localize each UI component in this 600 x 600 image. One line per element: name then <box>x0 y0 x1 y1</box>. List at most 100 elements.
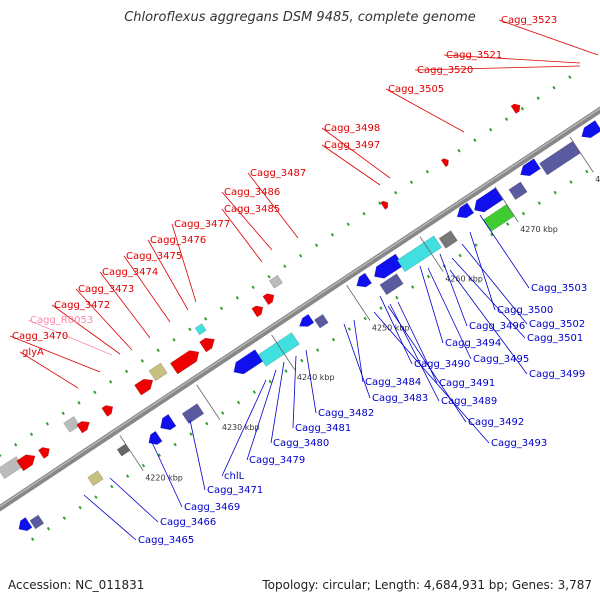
ruler-tick-label: 4280 kbp <box>595 175 600 184</box>
gene-label-top[interactable]: Cagg_3523 <box>501 15 557 26</box>
gene-label-bottom[interactable]: Cagg_3500 <box>497 305 553 316</box>
ruler-tick-label: 4270 kbp <box>520 225 558 234</box>
gene-label-bottom-leader <box>439 253 468 327</box>
gene-label-top[interactable]: Cagg_3472 <box>54 300 110 311</box>
gene-label-bottom[interactable]: Cagg_3483 <box>372 393 428 404</box>
gene-label-bottom[interactable]: Cagg_3481 <box>295 423 351 434</box>
gene-label-bottom[interactable]: Cagg_3489 <box>441 396 497 407</box>
gene-label-top[interactable]: Cagg_3476 <box>150 235 206 246</box>
gene-feature-upper[interactable] <box>76 418 93 434</box>
gene-label-bottom[interactable]: Cagg_3490 <box>414 359 470 370</box>
gene-feature-upper[interactable] <box>148 362 168 382</box>
gene-label-top[interactable]: Cagg_3475 <box>126 251 182 262</box>
gene-label-top[interactable]: Cagg_3520 <box>417 65 473 76</box>
dotted-track-upper-dot <box>378 201 382 206</box>
gene-feature-lower[interactable] <box>297 313 315 330</box>
gene-label-bottom[interactable]: Cagg_3493 <box>491 438 547 449</box>
gene-feature-lower[interactable] <box>353 272 372 291</box>
gene-feature-lower[interactable] <box>508 181 528 201</box>
gene-label-bottom[interactable]: Cagg_3501 <box>527 333 583 344</box>
gene-feature-lower[interactable] <box>438 230 458 249</box>
gene-label-bottom-leader <box>389 303 440 402</box>
dotted-track-lower-dot <box>569 180 573 184</box>
gene-feature-lower[interactable] <box>517 158 541 180</box>
gene-feature-upper[interactable] <box>16 451 39 472</box>
gene-feature-lower[interactable] <box>471 187 504 216</box>
gene-label-bottom[interactable]: Cagg_3484 <box>365 377 421 388</box>
gene-feature-lower[interactable] <box>314 313 329 329</box>
gene-label-bottom-leader <box>479 214 530 289</box>
gene-feature-lower[interactable] <box>157 414 177 433</box>
gene-label-bottom-leader <box>343 323 371 399</box>
gene-feature-upper[interactable] <box>134 375 157 396</box>
gene-label-top[interactable]: Cagg_3486 <box>224 187 280 198</box>
gene-feature-upper[interactable] <box>194 323 207 336</box>
gene-feature-lower[interactable] <box>29 514 45 530</box>
gene-label-top[interactable]: Cagg_3498 <box>324 123 380 134</box>
gene-label-top[interactable]: Cagg_3470 <box>12 331 68 342</box>
dotted-track-lower-dot <box>157 453 161 457</box>
gene-label-bottom-leader <box>83 494 137 541</box>
dotted-track-upper-dot <box>409 180 414 185</box>
gene-feature-upper[interactable] <box>268 274 283 289</box>
gene-label-bottom[interactable]: Cagg_3479 <box>249 455 305 466</box>
gene-feature-upper[interactable] <box>38 445 52 459</box>
gene-label-bottom[interactable]: Cagg_3466 <box>160 517 216 528</box>
gene-feature-lower[interactable] <box>454 202 475 222</box>
gene-feature-upper[interactable] <box>199 334 218 353</box>
gene-label-bottom[interactable]: Cagg_3499 <box>529 369 585 380</box>
gene-label-bottom-leader <box>469 231 496 311</box>
gene-feature-lower[interactable] <box>181 403 205 424</box>
gene-feature-upper[interactable] <box>251 303 266 318</box>
gene-feature-lower[interactable] <box>87 470 104 487</box>
gene-feature-lower[interactable] <box>396 235 442 273</box>
gene-label-bottom[interactable]: Cagg_3494 <box>445 338 501 349</box>
dotted-track-lower-dot <box>410 285 415 289</box>
gene-feature-lower[interactable] <box>15 517 33 534</box>
gene-label-bottom[interactable]: Cagg_3471 <box>207 485 263 496</box>
gene-feature-upper[interactable] <box>101 403 116 417</box>
gene-label-top[interactable]: Cagg_R0053 <box>30 315 93 326</box>
gene-label-bottom[interactable]: Cagg_3503 <box>531 283 587 294</box>
gene-label-bottom-leader <box>292 355 297 429</box>
gene-label-bottom[interactable]: chlL <box>224 471 245 482</box>
dotted-track-lower-dot <box>220 411 225 415</box>
gene-label-bottom[interactable]: Cagg_3502 <box>529 319 585 330</box>
dotted-track-lower-dot <box>363 316 367 321</box>
genome-title: Chloroflexus aggregans DSM 9485, complet… <box>124 10 476 25</box>
gene-label-bottom[interactable]: Cagg_3492 <box>468 417 524 428</box>
dotted-track-lower-dot <box>141 463 146 468</box>
dotted-track-lower-dot <box>62 516 66 520</box>
gene-feature-upper[interactable] <box>170 347 202 375</box>
gene-label-bottom[interactable]: Cagg_3465 <box>138 535 194 546</box>
gene-label-bottom[interactable]: Cagg_3495 <box>473 354 529 365</box>
gene-feature-upper[interactable] <box>262 291 277 306</box>
gene-label-bottom[interactable]: Cagg_3482 <box>318 408 374 419</box>
gene-label-top-leader <box>321 144 381 186</box>
gene-feature-upper[interactable] <box>510 102 523 114</box>
gene-label-top[interactable]: Cagg_3487 <box>250 168 306 179</box>
gene-label-top[interactable]: Cagg_3477 <box>174 219 230 230</box>
gene-feature-lower[interactable] <box>379 273 404 296</box>
gene-label-top[interactable]: Cagg_3473 <box>78 284 134 295</box>
gene-label-bottom[interactable]: Cagg_3469 <box>184 502 240 513</box>
gene-label-top[interactable]: glyA <box>22 347 44 358</box>
gene-feature-lower[interactable] <box>145 430 163 448</box>
gene-feature-lower[interactable] <box>230 349 264 378</box>
dotted-track-upper-dot <box>61 411 65 416</box>
gene-label-top[interactable]: Cagg_3521 <box>446 50 502 61</box>
gene-feature-upper[interactable] <box>440 157 450 168</box>
gene-feature-lower[interactable] <box>371 253 404 282</box>
gene-feature-lower[interactable] <box>257 332 300 367</box>
gene-feature-lower[interactable] <box>116 443 131 457</box>
gene-feature-upper[interactable] <box>380 199 390 210</box>
dotted-track-lower-dot <box>284 369 288 373</box>
gene-label-bottom[interactable]: Cagg_3480 <box>273 438 329 449</box>
gene-label-top[interactable]: Cagg_3505 <box>388 84 444 95</box>
gene-label-bottom[interactable]: Cagg_3491 <box>439 378 495 389</box>
gene-label-top[interactable]: Cagg_3485 <box>224 204 280 215</box>
gene-label-bottom[interactable]: Cagg_3496 <box>469 321 525 332</box>
gene-label-top[interactable]: Cagg_3474 <box>102 267 158 278</box>
gene-label-top[interactable]: Cagg_3497 <box>324 140 380 151</box>
gene-feature-lower[interactable] <box>578 120 600 142</box>
